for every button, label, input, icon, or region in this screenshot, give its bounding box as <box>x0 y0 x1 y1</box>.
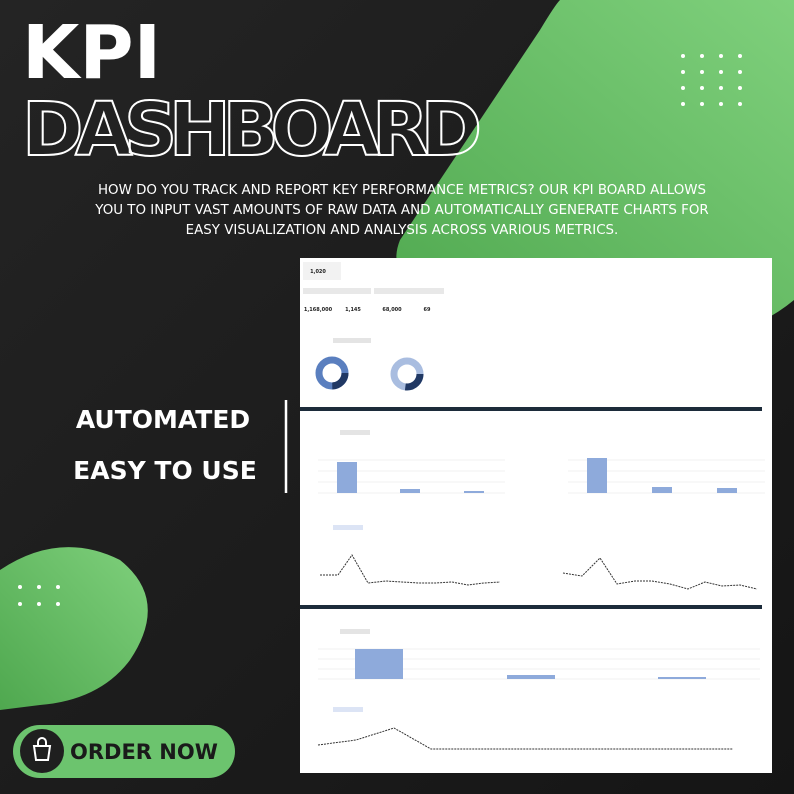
filter <box>340 629 370 634</box>
bar <box>652 487 672 493</box>
filter <box>333 338 371 343</box>
green-blob <box>0 547 148 710</box>
dot-grid <box>681 54 742 106</box>
filter <box>333 525 363 530</box>
section-bar <box>300 605 762 609</box>
donut-segment <box>390 357 424 391</box>
feature: AUTOMATED <box>76 405 250 434</box>
description: YOU TO INPUT VAST AMOUNTS OF RAW DATA AN… <box>94 203 708 218</box>
description: HOW DO YOU TRACK AND REPORT KEY PERFORMA… <box>98 183 706 198</box>
kpi-value: 1,168,000 <box>304 307 333 313</box>
kpi-value: 1,020 <box>310 269 326 275</box>
kpi-header <box>374 288 444 294</box>
bar <box>587 458 607 493</box>
filter <box>333 707 363 712</box>
bar <box>464 491 484 493</box>
title: KPI <box>22 10 161 96</box>
feature: EASY TO USE <box>73 456 257 485</box>
button-icon-bg <box>20 729 64 773</box>
order-button[interactable]: ORDER NOW <box>13 725 235 778</box>
kpi-header <box>303 288 371 294</box>
line <box>562 557 758 590</box>
kpi-value: 68,000 <box>382 307 402 313</box>
dashboard-screenshot: 1,020 1,168,000 1,145 68,000 69 <box>300 258 772 773</box>
kpi-card <box>303 262 341 280</box>
green-shape <box>396 0 794 330</box>
bar <box>355 649 403 679</box>
bar <box>658 677 706 679</box>
section-bar <box>300 407 762 411</box>
bar <box>337 462 357 493</box>
bar <box>400 489 420 493</box>
bar <box>507 675 555 679</box>
description: EASY VISUALIZATION AND ANALYSIS ACROSS V… <box>186 223 619 238</box>
dashboard-bg <box>300 258 772 773</box>
line <box>317 727 733 750</box>
subtitle: DASHBOARD <box>22 87 482 173</box>
dot-grid <box>18 585 60 606</box>
bar <box>717 488 737 493</box>
kpi-value: 69 <box>424 307 431 313</box>
bag-icon <box>32 737 52 761</box>
donut-segment <box>315 356 349 390</box>
button-bg[interactable] <box>13 725 235 778</box>
line <box>320 554 501 586</box>
kpi-value: 1,145 <box>345 307 361 313</box>
filter <box>340 430 370 435</box>
button-label[interactable]: ORDER NOW <box>70 740 218 764</box>
